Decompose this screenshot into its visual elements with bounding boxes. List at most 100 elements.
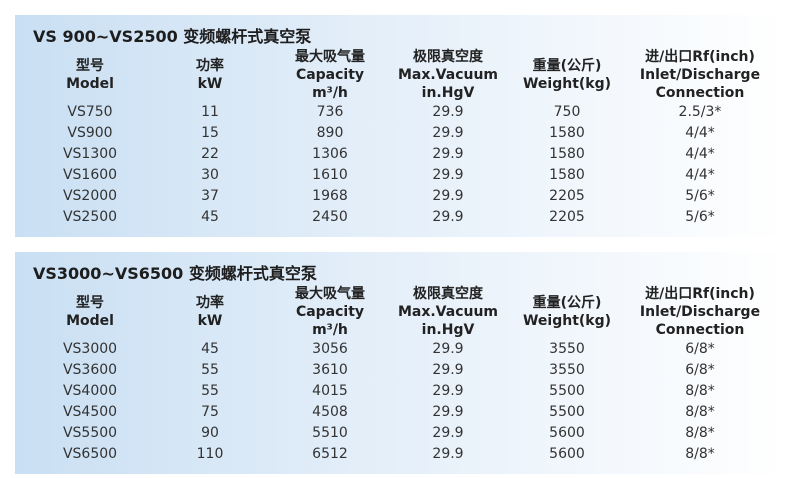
column-header: kW xyxy=(197,313,223,329)
table-cell: 1306 xyxy=(312,146,348,162)
table-cell: 29.9 xyxy=(432,125,464,141)
column-header: kW xyxy=(197,76,223,92)
column-header: m³/h xyxy=(312,85,348,101)
table-cell: 1580 xyxy=(549,146,585,162)
table-cell: 890 xyxy=(316,125,344,141)
table-cell: 5500 xyxy=(549,383,585,399)
column-header: 型号 xyxy=(76,58,104,74)
table-cell: 37 xyxy=(201,188,219,204)
table-cell: 5600 xyxy=(549,425,585,441)
column-header: 重量(公斤) xyxy=(532,58,602,74)
table-cell: VS4000 xyxy=(62,383,118,399)
column-header: Connection xyxy=(655,85,745,101)
column-header: 最大吸气量 xyxy=(295,286,365,302)
table-title: VS 900~VS2500 变频螺杆式真空泵 xyxy=(33,27,312,46)
table-cell: 1580 xyxy=(549,167,585,183)
column-header: 进/出口Rf(inch) xyxy=(645,49,755,65)
column-header: 最大吸气量 xyxy=(295,49,365,65)
column-header: Max.Vacuum xyxy=(397,304,499,320)
table-cell: 55 xyxy=(201,383,219,399)
table-cell: 29.9 xyxy=(432,341,464,357)
table-cell: 22 xyxy=(201,146,219,162)
table-cell: VS5500 xyxy=(62,425,118,441)
table-cell: 2205 xyxy=(549,209,585,225)
table-cell: 75 xyxy=(201,404,219,420)
table-cell: 29.9 xyxy=(432,383,464,399)
column-header: Capacity xyxy=(295,67,365,83)
table-cell: VS3000 xyxy=(62,341,118,357)
table-cell: 5510 xyxy=(312,425,348,441)
table-cell: 1580 xyxy=(549,125,585,141)
table-cell: VS1300 xyxy=(62,146,118,162)
table-cell: 6512 xyxy=(312,446,348,462)
table-cell: 5500 xyxy=(549,404,585,420)
table-cell: 29.9 xyxy=(432,362,464,378)
table-cell: VS2000 xyxy=(62,188,118,204)
table-cell: 11 xyxy=(201,104,219,120)
column-header: 型号 xyxy=(76,295,104,311)
column-header: 进/出口Rf(inch) xyxy=(645,286,755,302)
table-cell: 8/8* xyxy=(685,404,715,420)
table-cell: 750 xyxy=(553,104,581,120)
table-cell: 8/8* xyxy=(685,446,715,462)
column-header: m³/h xyxy=(312,322,348,338)
table-cell: VS4500 xyxy=(62,404,118,420)
column-header: 功率 xyxy=(196,295,224,311)
table-cell: 29.9 xyxy=(432,404,464,420)
table-cell: 45 xyxy=(201,209,219,225)
column-header: Connection xyxy=(655,322,745,338)
table-cell: 55 xyxy=(201,362,219,378)
table-cell: 4015 xyxy=(312,383,348,399)
table-cell: 6/8* xyxy=(685,341,715,357)
table-cell: 5/6* xyxy=(685,188,715,204)
table-cell: 6/8* xyxy=(685,362,715,378)
table-cell: 29.9 xyxy=(432,446,464,462)
column-header: 重量(公斤) xyxy=(532,295,602,311)
table-cell: 5/6* xyxy=(685,209,715,225)
column-header: Inlet/Discharge xyxy=(639,304,761,320)
column-header: in.HgV xyxy=(421,322,475,338)
table-panel: VS 900~VS2500 变频螺杆式真空泵 型号 Model 功率 kW 最大吸气量 Ca… xyxy=(15,15,785,237)
table-cell: 30 xyxy=(201,167,219,183)
column-header: 功率 xyxy=(196,58,224,74)
column-header: in.HgV xyxy=(421,85,475,101)
table-cell: 90 xyxy=(201,425,219,441)
table-cell: 29.9 xyxy=(432,146,464,162)
table-cell: 29.9 xyxy=(432,104,464,120)
column-header: 极限真空度 xyxy=(413,49,483,65)
table-cell: VS900 xyxy=(67,125,113,141)
table-cell: 29.9 xyxy=(432,209,464,225)
table-cell: 4/4* xyxy=(685,125,715,141)
table-cell: 29.9 xyxy=(432,167,464,183)
table-cell: 8/8* xyxy=(685,383,715,399)
table-cell: VS1600 xyxy=(62,167,118,183)
table-cell: 4/4* xyxy=(685,146,715,162)
table-cell: 1610 xyxy=(312,167,348,183)
table-cell: VS2500 xyxy=(62,209,118,225)
table-panel: VS3000~VS6500 变频螺杆式真空泵型号 Model 功率 kW 最大吸气量 Ca… xyxy=(15,252,785,474)
table-cell: VS3600 xyxy=(62,362,118,378)
column-header: Weight(kg) xyxy=(522,76,612,92)
column-header: Model xyxy=(66,313,114,329)
table-cell: 29.9 xyxy=(432,425,464,441)
table-cell: 8/8* xyxy=(685,425,715,441)
table-title: VS3000~VS6500 变频螺杆式真空泵 xyxy=(33,264,317,283)
table-cell: 3610 xyxy=(312,362,348,378)
table-cell: 45 xyxy=(201,341,219,357)
table-cell: 736 xyxy=(316,104,344,120)
table-cell: 3550 xyxy=(549,341,585,357)
column-header: Capacity xyxy=(295,304,365,320)
table-cell: 29.9 xyxy=(432,188,464,204)
table-cell: VS6500 xyxy=(62,446,118,462)
table-cell: 3550 xyxy=(549,362,585,378)
table-cell: 1968 xyxy=(312,188,348,204)
table-cell: 4/4* xyxy=(685,167,715,183)
table-cell: 5600 xyxy=(549,446,585,462)
column-header: Weight(kg) xyxy=(522,313,612,329)
table-cell: VS750 xyxy=(67,104,113,120)
table-cell: 3056 xyxy=(312,341,348,357)
column-header: Max.Vacuum xyxy=(397,67,499,83)
column-header: Inlet/Discharge xyxy=(639,67,761,83)
table-cell: 2205 xyxy=(549,188,585,204)
